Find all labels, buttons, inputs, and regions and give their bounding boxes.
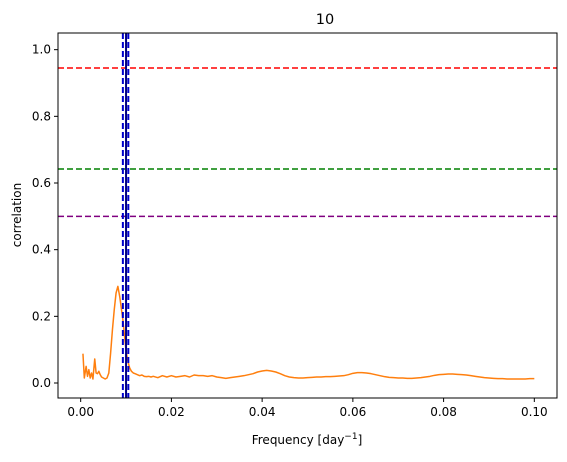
axes-frame	[57, 32, 558, 399]
x-tick-label: 0.02	[158, 405, 185, 419]
x-axis-label-main: Frequency [day	[252, 433, 345, 447]
y-axis: 0.0 0.2 0.4 0.6 0.8 1.0	[32, 43, 58, 390]
series-line-0	[82, 285, 535, 380]
y-tick-label: 1.0	[32, 43, 51, 57]
x-axis-label-close: ]	[358, 433, 363, 447]
chart-title: 10	[316, 12, 334, 28]
y-tick-label: 0.2	[32, 309, 51, 323]
y-axis-label: correlation	[10, 183, 24, 247]
y-tick-label: 0.6	[32, 176, 51, 190]
x-axis-label: Frequency [day−1]	[252, 432, 363, 447]
x-axis-label-exponent: −1	[344, 432, 357, 442]
y-tick-label: 0.4	[32, 243, 51, 257]
x-tick-label: 0.10	[521, 405, 548, 419]
x-tick-label: 0.04	[249, 405, 276, 419]
y-tick-label: 0.0	[32, 376, 51, 390]
x-tick-label: 0.06	[340, 405, 367, 419]
plot-area	[58, 33, 557, 398]
x-tick-label: 0.00	[67, 405, 94, 419]
x-tick-label: 0.08	[430, 405, 457, 419]
y-tick-label: 0.8	[32, 109, 51, 123]
x-axis: 0.00 0.02 0.04 0.06 0.08 0.10	[67, 398, 548, 419]
